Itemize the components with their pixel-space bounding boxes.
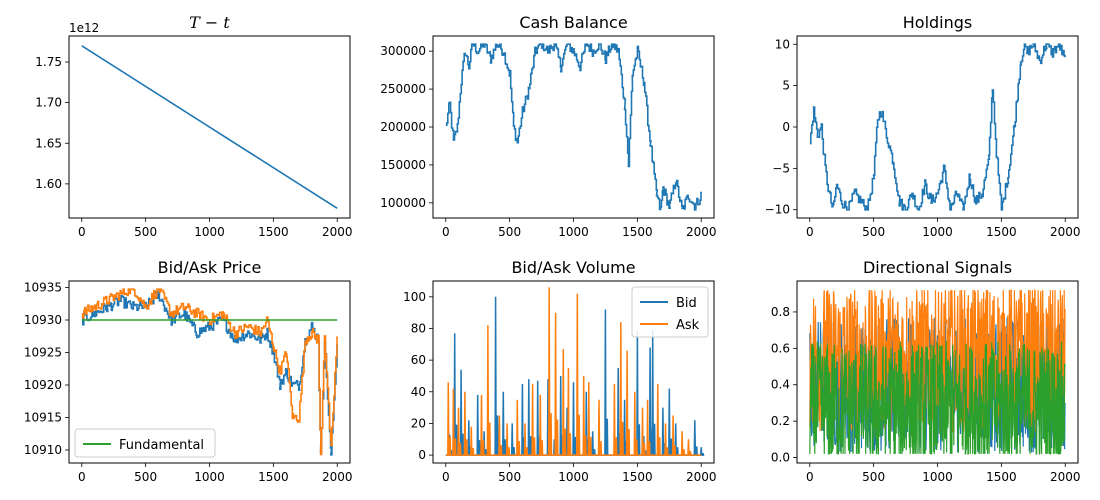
y-tick-label: 300000 [380,44,426,58]
y-tick-label: 0 [782,120,790,134]
y-tick-label: 80 [411,321,426,335]
chart-title: T − t [189,13,230,32]
legend: Bid Ask [631,286,709,338]
x-tick-label: 0 [806,470,814,484]
chart-title: Bid/Ask Volume [511,258,635,277]
legend: Fundamental [74,428,216,458]
chart-title: Directional Signals [863,258,1012,277]
y-tick-label: 1.75 [35,55,62,69]
y-tick-label: 10 [775,37,790,51]
chart-panel-4: 0 500 1000 1500 2000 10910 10915 10920 10925 1093… [24,258,353,484]
y-tick-label: 0.8 [771,305,790,319]
y-tick-label: 10925 [24,346,62,360]
y-tick-label: 0.2 [771,414,790,428]
chart-title: Bid/Ask Price [158,258,262,277]
x-tick-label: 1000 [194,225,225,239]
x-tick-label: 1000 [558,225,589,239]
y-tick-label: 250000 [380,82,426,96]
plot-area [809,289,1066,455]
y-tick-label: 1.60 [35,177,62,191]
y-tick-label: 10920 [24,378,62,392]
axis-offset-label: 1e12 [69,21,99,35]
x-tick-label: 1500 [258,470,289,484]
y-tick-label: 1.70 [35,96,62,110]
x-tick-label: 1000 [194,470,225,484]
y-tick-label: −10 [765,203,790,217]
x-tick-label: 2000 [322,225,353,239]
legend-label: Bid [676,296,697,311]
y-tick-label: 100000 [380,196,426,210]
legend-box [74,428,216,458]
y-tick-label: 100 [403,290,426,304]
chart-panel-5: 0 500 1000 1500 2000 0 20 40 60 80 100 Bid/Ask Volu… [403,258,716,484]
chart-panel-1: 0 500 1000 1500 2000 1.60 1.65 1.70 1.75 1e12 T − … [35,13,352,239]
signal-series-3 [809,341,1066,455]
series-line-1 [81,290,338,456]
x-tick-label: 1500 [258,225,289,239]
plot-area [445,43,702,211]
plot-area [445,287,705,456]
plot-area [81,45,338,209]
x-tick-label: 500 [862,225,885,239]
x-tick-label: 0 [442,470,450,484]
x-tick-label: 1500 [986,470,1017,484]
chart-panel-6: 0 500 1000 1500 2000 0.0 0.2 0.4 0.6 0.8 Direction… [771,258,1081,484]
x-tick-label: 500 [498,470,521,484]
y-tick-label: 10935 [24,281,62,295]
plot-area [809,43,1066,211]
x-tick-label: 0 [78,470,86,484]
legend-label: Ask [676,318,700,333]
x-tick-label: 1000 [922,470,953,484]
y-tick-label: 10915 [24,411,62,425]
x-tick-label: 2000 [1050,225,1081,239]
x-tick-label: 1000 [922,225,953,239]
x-tick-label: 2000 [322,470,353,484]
y-tick-label: 10910 [24,443,62,457]
y-tick-label: 10930 [24,313,62,327]
axes-frame [432,35,715,219]
plot-area [81,288,338,456]
x-tick-label: 500 [862,470,885,484]
y-tick-label: 0.6 [771,341,790,355]
y-tick-label: 0.0 [771,451,790,465]
x-tick-label: 1500 [622,470,653,484]
y-tick-label: 60 [411,353,426,367]
series-ask [445,287,702,456]
y-tick-label: 5 [782,79,790,93]
x-tick-label: 500 [498,225,521,239]
y-tick-label: −5 [772,161,790,175]
y-tick-label: 1.65 [35,136,62,150]
x-tick-label: 1500 [622,225,653,239]
x-tick-label: 1000 [558,470,589,484]
chart-panel-2: 0 500 1000 1500 2000 100000 150000 200000 250000… [380,13,716,239]
x-tick-label: 2000 [686,225,717,239]
y-tick-label: 0.4 [771,378,790,392]
x-tick-label: 0 [442,225,450,239]
x-tick-label: 2000 [1050,470,1081,484]
series-line-1 [809,43,1066,211]
x-tick-label: 2000 [686,470,717,484]
x-tick-label: 0 [806,225,814,239]
y-tick-label: 20 [411,416,426,430]
x-tick-label: 500 [134,225,157,239]
chart-title: Holdings [903,13,973,32]
y-tick-label: 200000 [380,120,426,134]
chart-panel-3: 0 500 1000 1500 2000 −10 −5 0 5 10 Holdings [765,13,1081,239]
y-tick-label: 40 [411,385,426,399]
y-tick-label: 150000 [380,158,426,172]
signal-series-1 [809,316,1066,453]
series-line-1 [445,43,702,211]
legend-label: Fundamental [119,438,204,453]
series-line-2 [81,288,338,456]
y-tick-label: 0 [418,448,426,462]
x-tick-label: 1500 [986,225,1017,239]
x-tick-label: 500 [134,470,157,484]
series-line-1 [81,45,338,209]
x-tick-label: 0 [78,225,86,239]
chart-title: Cash Balance [519,13,627,32]
